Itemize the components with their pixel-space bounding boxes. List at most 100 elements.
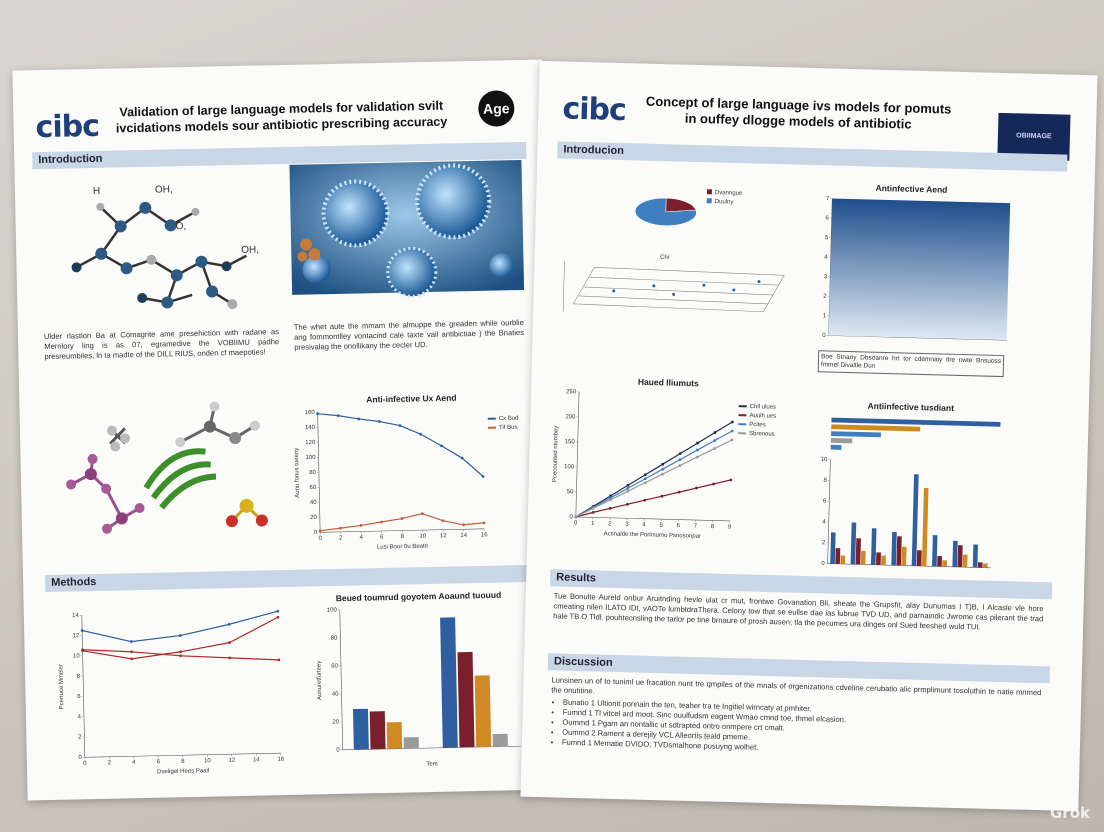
x-axis-label: Tem <box>426 761 437 767</box>
right-poster-graphics: Chi Dvanngue Duulny Antinfective Aend 0 1 2 3 4 5… <box>552 183 1011 569</box>
series-line <box>575 439 733 518</box>
bar <box>916 550 922 566</box>
y-tick-label: 7 <box>826 196 830 202</box>
bar <box>850 522 857 565</box>
pie-slice <box>635 197 697 226</box>
y-tick-label: 250 <box>566 389 577 395</box>
y-tick-label: 60 <box>309 485 316 491</box>
data-point <box>730 429 734 433</box>
bar <box>911 474 919 566</box>
y-tick-label: 100 <box>306 455 317 461</box>
data-point <box>80 629 84 632</box>
bar <box>492 733 508 747</box>
data-point <box>130 650 134 654</box>
bar <box>457 651 475 748</box>
y-tick-label: 20 <box>310 515 317 521</box>
x-tick-label: 16 <box>277 757 284 763</box>
y-tick-label: 5 <box>825 235 829 241</box>
y-tick-label: 80 <box>309 470 316 476</box>
series-line <box>317 413 484 477</box>
bar <box>921 488 929 567</box>
legend-label: Sbrenous <box>749 431 775 438</box>
data-point <box>400 517 404 520</box>
y-axis <box>827 459 831 564</box>
watermark: Grok <box>1050 804 1090 822</box>
data-point <box>678 464 682 468</box>
y-tick-label: 12 <box>73 633 80 639</box>
y-tick-label: 10 <box>73 653 80 659</box>
y-axis-label: Pcertuce Mmeler <box>58 664 65 709</box>
y-tick-label: 120 <box>305 440 316 446</box>
x-tick-label: 12 <box>440 533 447 539</box>
x-tick-label: 10 <box>204 758 211 764</box>
x-tick-label: 10 <box>419 534 426 540</box>
y-tick-label: 2 <box>78 735 82 741</box>
paragraph: Ulder rlastlon Ba at Comagrite ame prese… <box>43 327 280 362</box>
y-tick-label: 2 <box>822 540 826 546</box>
x-tick-label: 7 <box>694 524 698 530</box>
y-tick-label: 3 <box>824 274 828 280</box>
data-point <box>712 482 715 486</box>
bar <box>403 737 419 749</box>
bar <box>932 535 938 567</box>
data-point <box>339 526 342 530</box>
y-tick-label: 200 <box>565 414 576 420</box>
bar <box>891 531 897 566</box>
data-point <box>179 654 183 658</box>
data-point <box>643 481 647 485</box>
legend-label: Pcites <box>749 422 765 428</box>
data-point <box>677 490 681 494</box>
series-line <box>575 430 733 518</box>
y-tick-label: 10 <box>821 457 828 463</box>
x-tick-label: 2 <box>108 760 112 766</box>
data-point <box>608 506 612 510</box>
bar <box>972 544 978 568</box>
y-axis-label: Aunuretfurteey <box>316 661 323 700</box>
y-tick-label: 50 <box>567 489 574 495</box>
x-tick-label: 6 <box>677 523 681 529</box>
x-axis <box>575 516 730 522</box>
y-tick-label: 6 <box>825 216 829 222</box>
small-molecules <box>66 401 268 534</box>
data-point <box>316 412 320 416</box>
atom-label: O, <box>175 221 187 233</box>
chart-title: Anti-infective Ux Aend <box>366 393 457 405</box>
y-tick-label: 4 <box>822 519 826 525</box>
data-point <box>591 506 595 510</box>
data-point <box>419 432 423 436</box>
data-point <box>377 420 381 423</box>
x-tick-label: 0 <box>83 761 87 767</box>
data-point <box>380 520 383 524</box>
y-tick-label: 60 <box>331 664 338 670</box>
bar <box>840 555 846 564</box>
y-axis <box>81 615 86 758</box>
data-point <box>643 477 647 481</box>
series-line <box>82 616 279 660</box>
bar <box>830 444 842 450</box>
data-point <box>398 424 402 427</box>
x-tick-label: 8 <box>711 524 715 530</box>
bar <box>386 722 403 749</box>
bar <box>831 431 881 438</box>
x-tick-label: 1 <box>591 521 595 527</box>
left-poster: Anti-infective Ux Aend Lusi Bour 0u Beate… <box>12 59 558 801</box>
chart-title: Antiinfective tusdiant <box>867 401 954 413</box>
data-point <box>482 521 486 525</box>
data-point <box>318 529 322 533</box>
series-line <box>575 421 733 518</box>
data-point <box>696 441 699 445</box>
data-point <box>643 473 647 477</box>
x-tick-label: 0 <box>319 536 323 542</box>
left-poster-graphics: Anti-infective Ux Aend Lusi Bour 0u Beate… <box>58 159 525 775</box>
legend-label: Cx Bud <box>499 416 519 422</box>
logo: cibc <box>562 91 627 129</box>
bar <box>830 437 853 444</box>
data-point <box>609 494 612 498</box>
data-point <box>591 510 595 514</box>
y-tick-label: 6 <box>823 499 827 505</box>
x-tick-label: 5 <box>659 523 663 529</box>
atom-label: OH, <box>241 244 260 256</box>
series-line <box>575 479 731 518</box>
bar <box>440 617 458 748</box>
